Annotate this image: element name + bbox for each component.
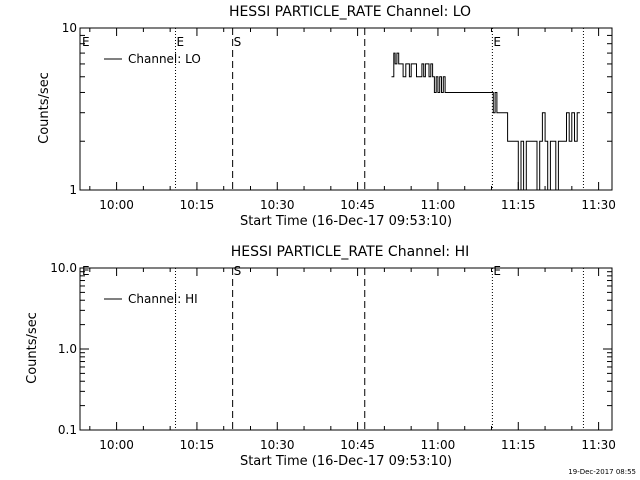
bottom-x-tick-label: 11:00 bbox=[421, 438, 456, 452]
top-x-tick-label: 10:00 bbox=[99, 198, 134, 212]
top-event-label: E bbox=[493, 35, 501, 49]
bottom-x-tick-label: 10:45 bbox=[340, 438, 375, 452]
top-x-tick-label: 10:15 bbox=[180, 198, 215, 212]
top-x-tick-label: 11:15 bbox=[501, 198, 536, 212]
bottom-y-tick-label: 1.0 bbox=[58, 342, 77, 356]
bottom-x-tick-label: 11:30 bbox=[581, 438, 616, 452]
top-x-tick-label: 10:30 bbox=[260, 198, 295, 212]
bottom-y-axis-label: Counts/sec bbox=[25, 312, 40, 384]
bottom-event-label: E bbox=[493, 264, 501, 278]
top-edge-label-left: E bbox=[82, 35, 90, 49]
top-x-tick-label: 11:00 bbox=[421, 198, 456, 212]
top-legend-label: Channel: LO bbox=[128, 52, 201, 66]
top-x-tick-label: 10:45 bbox=[340, 198, 375, 212]
bottom-x-tick-label: 10:00 bbox=[99, 438, 134, 452]
bottom-x-tick-label: 10:30 bbox=[260, 438, 295, 452]
bottom-x-tick-label: 11:15 bbox=[501, 438, 536, 452]
footer-timestamp: 19-Dec-2017 08:55 bbox=[568, 468, 636, 476]
bottom-x-axis-label: Start Time (16-Dec-17 09:53:10) bbox=[240, 454, 452, 469]
top-event-label: S bbox=[234, 35, 242, 49]
top-series-line bbox=[391, 52, 580, 191]
top-chart-title: HESSI PARTICLE_RATE Channel: LO bbox=[229, 4, 471, 20]
bottom-event-label: S bbox=[234, 264, 242, 278]
top-y-tick-label: 1 bbox=[69, 183, 77, 197]
bottom-y-tick-label: 0.1 bbox=[58, 423, 77, 437]
top-event-label: E bbox=[177, 35, 185, 49]
top-x-tick-label: 11:30 bbox=[581, 198, 616, 212]
bottom-chart-title: HESSI PARTICLE_RATE Channel: HI bbox=[231, 244, 469, 260]
bottom-legend-label: Channel: HI bbox=[128, 292, 198, 306]
top-x-axis-label: Start Time (16-Dec-17 09:53:10) bbox=[240, 214, 452, 229]
top-y-tick-label: 10 bbox=[62, 21, 77, 35]
bottom-x-tick-label: 10:15 bbox=[180, 438, 215, 452]
bottom-edge-label-left: E bbox=[82, 264, 90, 278]
bottom-y-tick-label: 10.0 bbox=[50, 261, 77, 275]
top-y-axis-label: Counts/sec bbox=[37, 72, 52, 144]
top-plot-frame bbox=[79, 27, 613, 191]
